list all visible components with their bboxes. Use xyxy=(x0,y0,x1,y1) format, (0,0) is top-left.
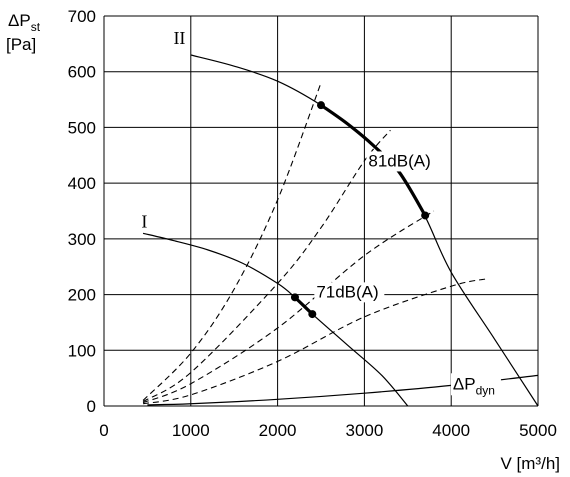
annotation-bg-0 xyxy=(366,151,437,172)
y-axis-unit: [Pa] xyxy=(6,35,36,54)
annotation-label-1: 71dB(A) xyxy=(316,282,378,301)
y-tick-label-6: 600 xyxy=(68,63,96,82)
y-tick-label-5: 500 xyxy=(68,118,96,137)
y-tick-label-2: 200 xyxy=(68,286,96,305)
curve-label-0: II xyxy=(173,28,185,48)
curve-label-bg-2 xyxy=(450,373,501,396)
x-tick-label-5: 5000 xyxy=(519,421,557,440)
operating-point-2 xyxy=(290,293,299,302)
y-tick-label-3: 300 xyxy=(68,230,96,249)
x-tick-label-4: 4000 xyxy=(432,421,470,440)
system-curve-3 xyxy=(142,278,487,405)
annotation-label-0: 81dB(A) xyxy=(368,151,430,170)
operating-point-1 xyxy=(421,211,430,220)
y-tick-label-1: 100 xyxy=(68,341,96,360)
x-tick-label-0: 0 xyxy=(99,421,108,440)
annotation-bg-1 xyxy=(314,282,385,303)
chart-grid xyxy=(103,15,539,407)
operating-range-0 xyxy=(320,103,427,217)
curve-label-1: I xyxy=(141,212,147,232)
y-tick-label-0: 0 xyxy=(87,397,96,416)
y-tick-label-4: 400 xyxy=(68,174,96,193)
system-curve-0 xyxy=(142,82,322,401)
operating-point-3 xyxy=(308,310,317,319)
operating-point-0 xyxy=(317,101,325,110)
fan-curve-1 xyxy=(142,232,409,407)
y-axis-title: ΔPst xyxy=(8,11,41,34)
x-tick-label-3: 3000 xyxy=(345,421,383,440)
curve-label-2: ΔPdyn xyxy=(453,374,495,397)
x-tick-label-1: 1000 xyxy=(172,421,210,440)
chart-curves xyxy=(142,54,539,407)
system-curve-2 xyxy=(142,210,435,404)
chart-ticks: 0 1000 2000 3000 4000 5000 0 100 200 300 400 500 600… xyxy=(68,7,557,440)
x-axis-title: V [m³/h] xyxy=(500,454,560,473)
system-curve-1 xyxy=(142,129,391,403)
y-tick-label-7: 700 xyxy=(68,7,96,26)
x-tick-label-2: 2000 xyxy=(259,421,297,440)
